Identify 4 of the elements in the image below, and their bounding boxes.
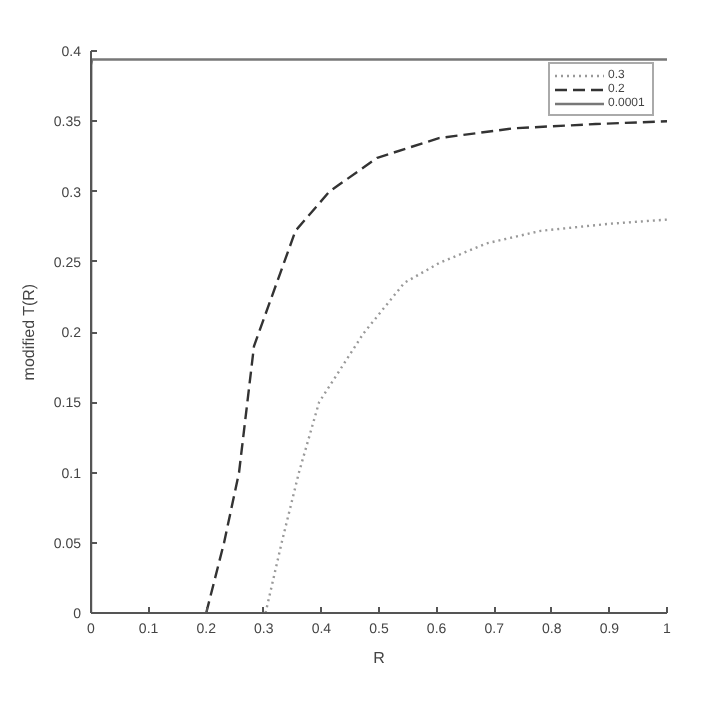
y-axis-title: modified T(R): [19, 283, 38, 381]
line-series: [205, 120, 667, 613]
x-axis-title: R: [373, 649, 386, 667]
line-series: [264, 218, 667, 613]
